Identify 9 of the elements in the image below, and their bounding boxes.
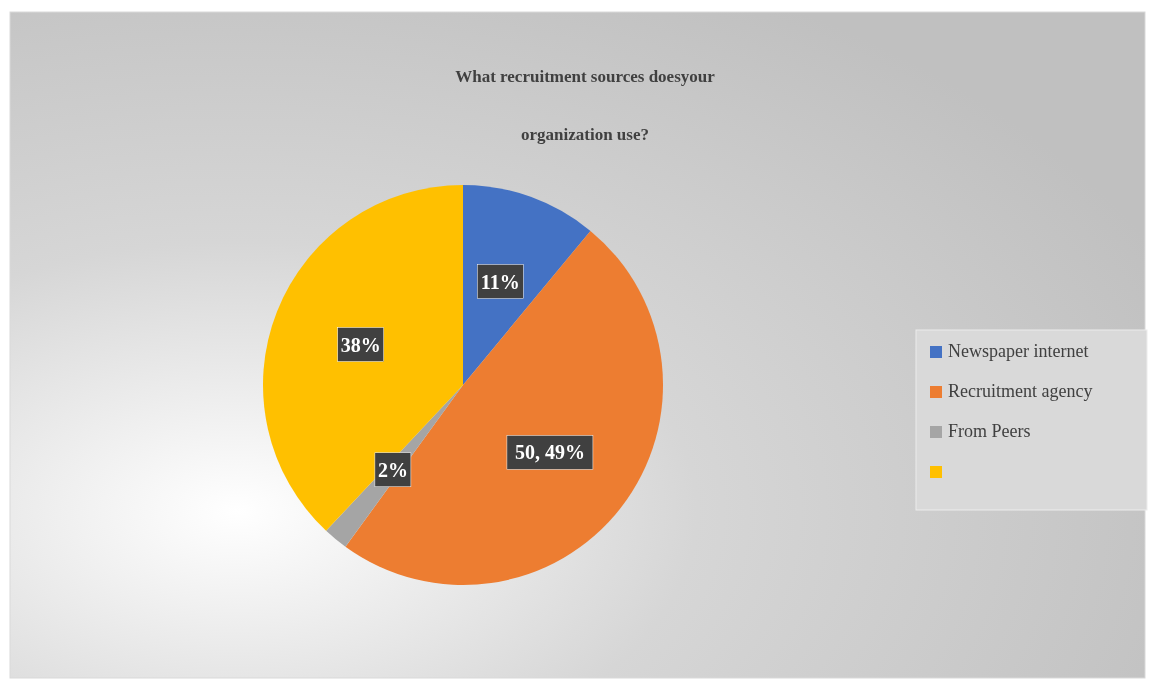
data-label: 50, 49% [514, 441, 585, 464]
legend-label: Recruitment agency [948, 381, 1093, 401]
pie-slice [263, 185, 463, 531]
data-label: 2% [377, 458, 408, 481]
legend-label: Newspaper internet [948, 341, 1089, 361]
data-label: 38% [340, 333, 381, 356]
chart-title: What recruitment sources doesyour organization use? [455, 67, 715, 144]
data-label: 11% [480, 270, 520, 293]
legend-label: From Peers [948, 421, 1031, 441]
